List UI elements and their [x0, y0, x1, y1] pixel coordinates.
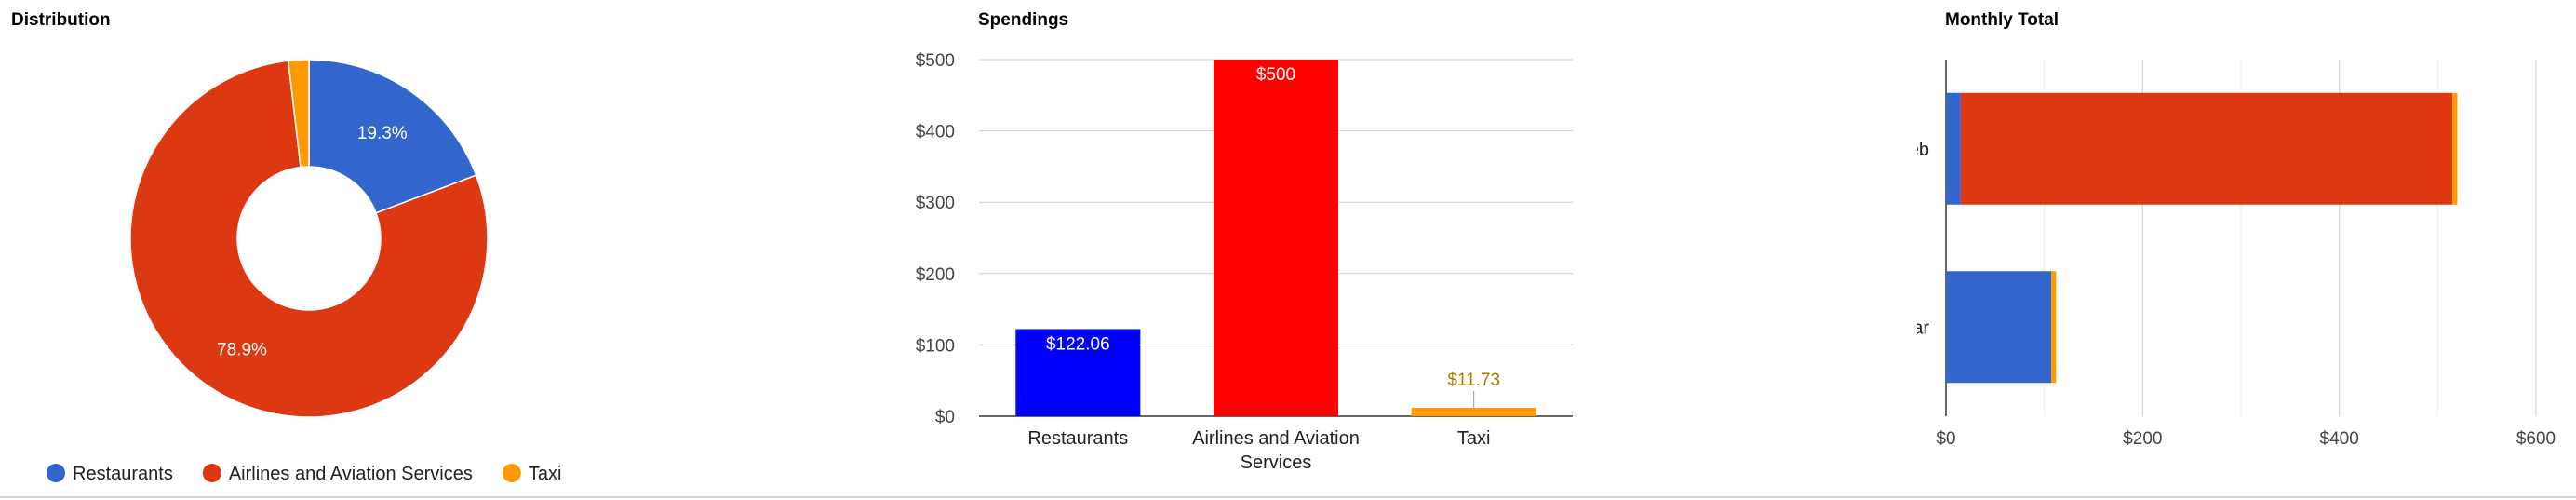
slice-label-airlines-and-aviation-services: 78.9% [217, 340, 267, 359]
spendings-bar-chart: Spendings $0 $100 $200 $300 $400 $500 $122.06… [916, 10, 1573, 473]
x-tick-label: Restaurants [1027, 428, 1128, 449]
spendings-title: Spendings [978, 10, 1068, 30]
legend-label-airlines-and-aviation-services: Airlines and Aviation Services [229, 464, 473, 484]
bar-segment-feb-1 [1960, 92, 2453, 205]
pie-slices [129, 59, 489, 418]
y-tick-label: $400 [916, 123, 955, 142]
data-label-restaurants: $122.06 [1046, 335, 1110, 355]
legend-label-taxi: Taxi [529, 464, 562, 484]
monthly-total-bars [1946, 92, 2458, 384]
monthly-total-panel: Monthly Total Feb Mar $0 $200 $400 $600 [1898, 0, 2576, 495]
bar-airlines-and-aviation-services [1214, 60, 1338, 416]
slice-restaurants [308, 59, 477, 214]
category-label-mar: Mar [1917, 318, 1929, 338]
y-tick-label: $500 [916, 51, 955, 71]
bar-segment-feb-0 [1946, 92, 1961, 205]
distribution-title: Distribution [11, 10, 111, 30]
slice-taxi [287, 59, 310, 169]
x-tick-label: Airlines and Aviation [1192, 428, 1360, 449]
monthly-total-title: Monthly Total [1945, 10, 2059, 30]
spendings-y-ticks: $0 $100 $200 $300 $400 $500 [916, 51, 955, 427]
pie-labels: 19.3% 78.9% [217, 124, 408, 359]
bar-segment-mar-0 [1946, 271, 2052, 384]
slice-airlines-and-aviation-services [129, 60, 489, 418]
y-tick-label: $0 [935, 408, 955, 427]
legend-marker-restaurants [47, 464, 65, 482]
category-label-feb: Feb [1917, 140, 1929, 160]
bar-taxi [1411, 408, 1536, 416]
spendings-x-ticks: Restaurants Airlines and Aviation Services… [1027, 428, 1490, 473]
x-tick-label: $200 [2123, 429, 2162, 449]
spendings-data-labels: $122.06 $500 $11.73 [1046, 65, 1500, 409]
x-tick-label: $600 [2516, 429, 2556, 449]
distribution-donut-chart: Distribution 19.3% 78.9% Restaurants Airli… [11, 10, 561, 484]
monthly-total-category-labels: Feb Mar [1898, 140, 1930, 339]
legend-marker-airlines-and-aviation-services [202, 464, 221, 482]
slice-label-restaurants: 19.3% [357, 124, 408, 143]
x-tick-label: $400 [2320, 429, 2359, 449]
y-tick-label: $100 [916, 336, 955, 356]
y-tick-label: $200 [916, 265, 955, 285]
distribution-panel: Distribution 19.3% 78.9% Restaurants Airli… [0, 0, 865, 495]
legend-marker-taxi [502, 464, 521, 482]
spendings-panel: Spendings $0 $100 $200 $300 $400 $500 $122.06… [916, 0, 1610, 495]
data-label-taxi: $11.73 [1447, 371, 1500, 390]
monthly-total-x-ticks: $0 $200 $400 $600 [1936, 429, 2556, 449]
y-tick-label: $300 [916, 194, 955, 213]
x-tick-label: $0 [1936, 429, 1955, 449]
bar-segment-mar-2 [2051, 271, 2057, 384]
x-tick-label: Taxi [1457, 428, 1491, 449]
legend-label-restaurants: Restaurants [73, 464, 173, 484]
bottom-divider [0, 496, 2576, 498]
x-tick-label: Services [1241, 453, 1312, 473]
pie-legend: Restaurants Airlines and Aviation Service… [47, 464, 561, 484]
spendings-bars [1015, 60, 1536, 416]
bar-segment-feb-2 [2452, 92, 2458, 205]
data-label-airlines-and-aviation-services: $500 [1256, 65, 1295, 85]
bar-restaurants [1015, 329, 1141, 416]
monthly-total-bar-chart: Monthly Total Feb Mar $0 $200 $400 $600 [1898, 10, 2556, 449]
